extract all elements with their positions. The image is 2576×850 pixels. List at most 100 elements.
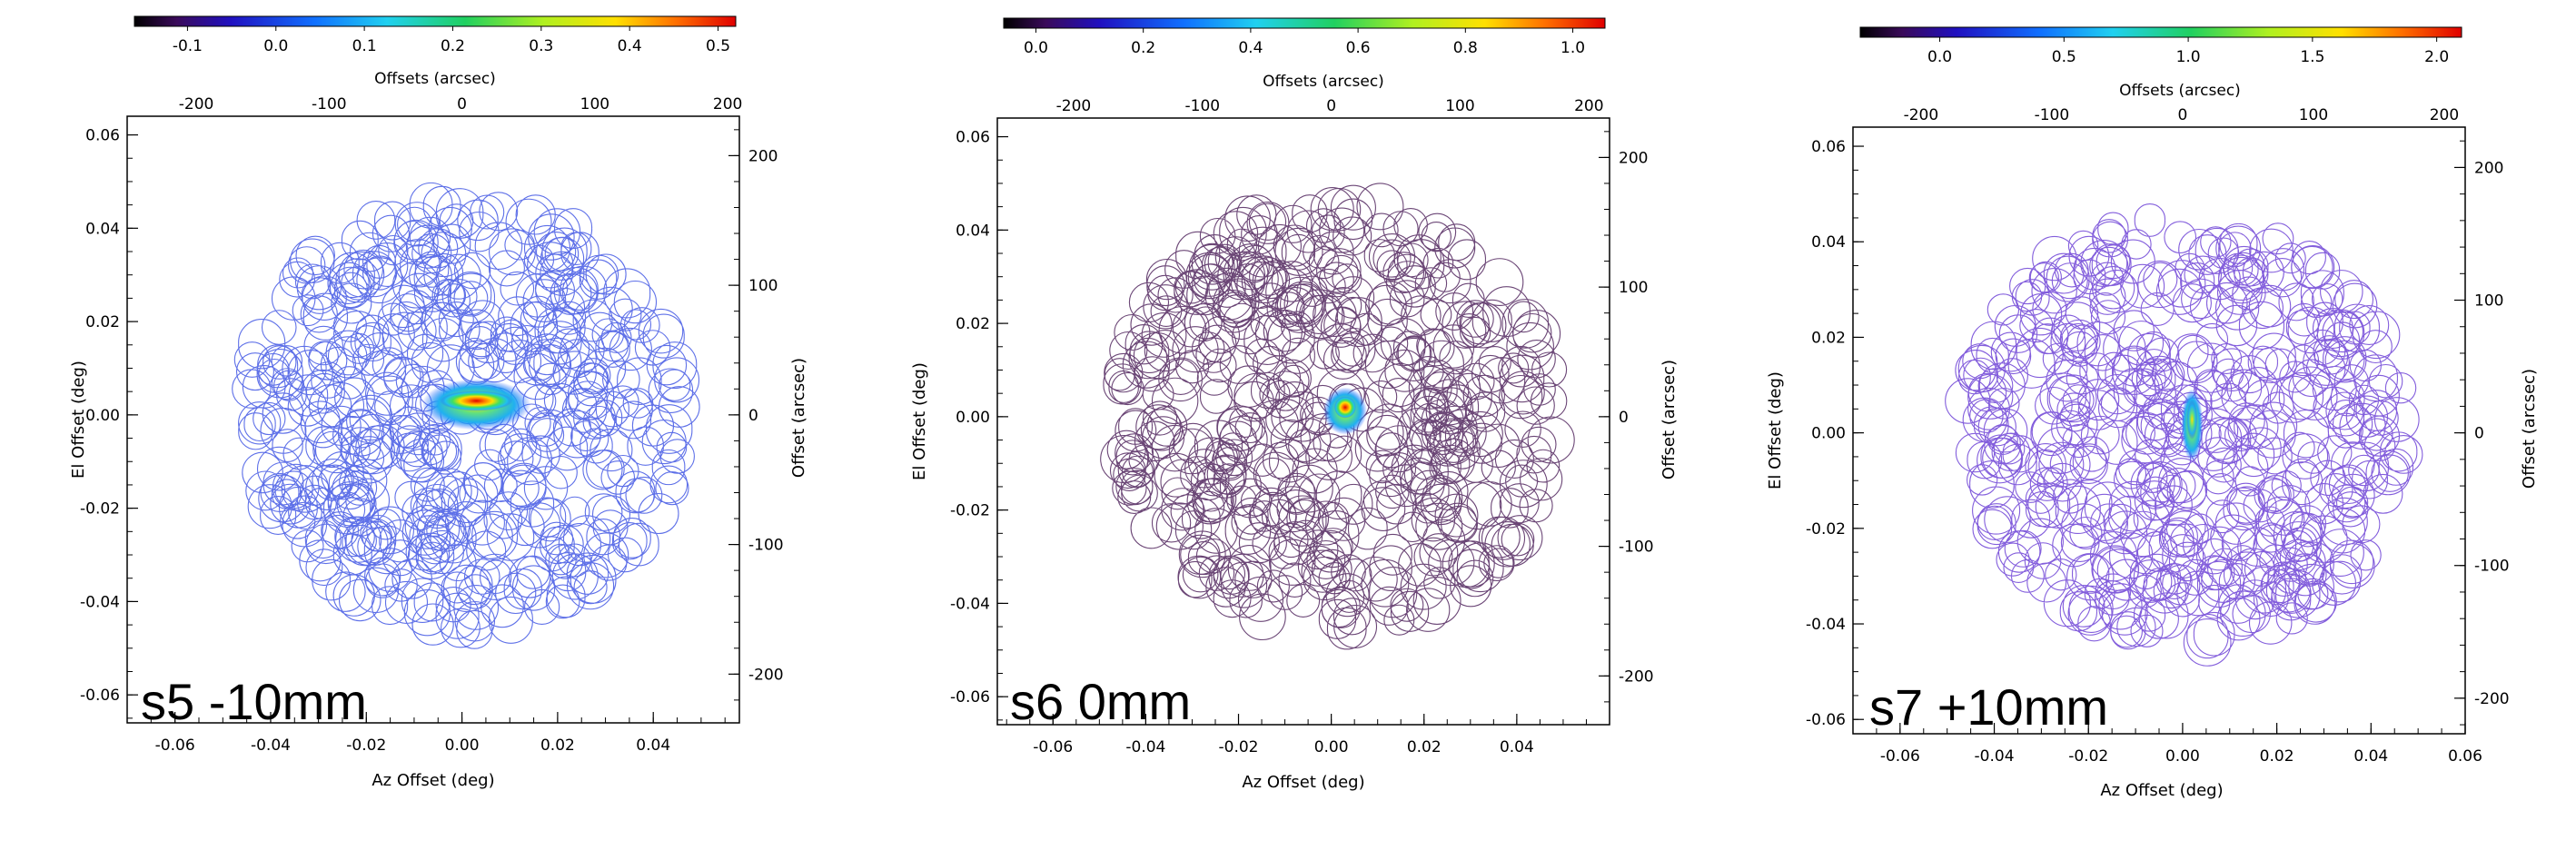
x-tick-label: 0.00 — [445, 736, 480, 755]
x-tick-label: -0.06 — [1033, 738, 1073, 756]
x-axis-label-1: Az Offset (deg) — [372, 771, 494, 790]
x-tick-label: 0.00 — [2165, 747, 2200, 766]
peak-core — [1333, 396, 1356, 419]
x-tick-label: 0.00 — [1314, 738, 1349, 756]
top-tick-label: 0 — [457, 95, 467, 114]
y-tick-label: 0.02 — [956, 315, 990, 333]
source-peak-1 — [421, 379, 531, 430]
panel-1: -0.1 0.0 0.1 0.2 0.3 0.4 0.5 Offsets (arcsec) … — [69, 15, 808, 790]
colorbar-tick-label: 0.2 — [441, 37, 465, 55]
y-tick-label: -0.06 — [1806, 711, 1846, 729]
right-tick-label: 200 — [748, 147, 778, 165]
top-tick-label: 0 — [2178, 106, 2188, 124]
top-tick-label: 100 — [2299, 106, 2328, 124]
right-tick-label: -100 — [748, 537, 784, 555]
right-ticks-3: -200 -100 0 100 200 — [2454, 140, 2510, 726]
y-axis-label-1: El Offset (deg) — [69, 361, 88, 479]
colorbar-tick-label: 0.5 — [706, 37, 730, 55]
right-axis-label-3: Offset (arcsec) — [2520, 369, 2539, 489]
y-tick-label: -0.02 — [1806, 520, 1846, 539]
colorbar-1-ticks: -0.1 0.0 0.1 0.2 0.3 0.4 0.5 — [173, 26, 730, 55]
coverage-3 — [1945, 203, 2423, 667]
panel-3: 0.0 0.5 1.0 1.5 2.0 Offsets (arcsec) -200 -10… — [1766, 26, 2539, 800]
scan-loops — [1945, 203, 2423, 667]
colorbar-tick-label: 0.0 — [1024, 39, 1048, 57]
colorbar-tick-label: 0.5 — [2052, 48, 2076, 66]
y-tick-label: 0.06 — [956, 129, 990, 147]
right-tick-label: 0 — [1619, 409, 1629, 427]
x-tick-label: 0.06 — [2448, 747, 2482, 766]
x-axis-label-2: Az Offset (deg) — [1242, 773, 1364, 792]
y-tick-label: -0.06 — [950, 688, 990, 707]
top-tick-label: -100 — [312, 95, 347, 114]
top-tick-label: 200 — [713, 95, 742, 114]
x-tick-label: -0.04 — [1125, 738, 1165, 756]
colorbar-2 — [1003, 17, 1606, 29]
y-tick-label: 0.06 — [85, 127, 120, 145]
source-peak-3 — [2181, 389, 2204, 462]
x-tick-label: 0.04 — [2353, 747, 2388, 766]
y-axis-label-2: El Offset (deg) — [910, 362, 929, 480]
panel-caption-2: s6 0mm — [1010, 673, 1191, 730]
x-ticks-2: -0.06 -0.04 -0.02 0.00 0.02 0.04 — [1006, 714, 1610, 756]
right-tick-label: -100 — [2474, 558, 2510, 576]
top-tick-label: -100 — [1185, 97, 1221, 115]
y-tick-label: 0.00 — [1811, 425, 1846, 443]
x-tick-label: 0.04 — [1500, 738, 1534, 756]
right-tick-label: 0 — [2474, 425, 2484, 443]
colorbar-tick-label: 1.0 — [2176, 48, 2201, 66]
colorbar-tick-label: 0.4 — [618, 37, 642, 55]
right-axis-label-2: Offset (arcsec) — [1660, 360, 1679, 479]
colorbar-tick-label: 0.0 — [1927, 48, 1952, 66]
coverage-2 — [1100, 183, 1575, 650]
y-tick-label: 0.06 — [1811, 138, 1846, 156]
x-tick-label: -0.06 — [155, 736, 195, 755]
colorbar-tick-label: 0.1 — [352, 37, 377, 55]
y-tick-label: 0.02 — [1811, 329, 1846, 347]
top-tick-label: -200 — [179, 95, 214, 114]
right-tick-label: -200 — [2474, 690, 2510, 708]
x-axis-label-3: Az Offset (deg) — [2100, 781, 2223, 800]
right-tick-label: 100 — [1619, 279, 1648, 297]
colorbar-3-ticks: 0.0 0.5 1.0 1.5 2.0 — [1927, 37, 2449, 66]
colorbar-tick-label: -0.1 — [173, 37, 203, 55]
scan-loops — [1100, 183, 1575, 650]
x-tick-label: -0.04 — [251, 736, 291, 755]
x-ticks-1: -0.06 -0.04 -0.02 0.00 0.02 0.04 — [126, 712, 726, 755]
top-tick-label: -200 — [1056, 97, 1092, 115]
colorbar-3 — [1859, 26, 2462, 38]
y-axis-label-3: El Offset (deg) — [1766, 371, 1785, 489]
right-tick-label: 100 — [2474, 292, 2503, 311]
colorbar-tick-label: 0.8 — [1453, 39, 1478, 57]
y-tick-label: -0.02 — [80, 500, 120, 519]
coverage-1 — [232, 182, 700, 649]
y-ticks-2: -0.06 -0.04 -0.02 0.00 0.02 0.04 0.06 — [950, 129, 1008, 721]
top-ticks-3: -200 -100 0 100 200 — [1868, 106, 2459, 138]
panel-2: 0.0 0.2 0.4 0.6 0.8 1.0 Offsets (arcsec) -200… — [910, 17, 1679, 792]
y-ticks-1: -0.06 -0.04 -0.02 0.00 0.02 0.04 0.06 — [80, 127, 138, 719]
y-tick-label: -0.04 — [80, 593, 120, 611]
x-tick-label: -0.02 — [2068, 747, 2108, 766]
top-tick-label: 100 — [1445, 97, 1474, 115]
y-ticks-3: -0.06 -0.04 -0.02 0.00 0.02 0.04 0.06 — [1806, 138, 1864, 729]
x-tick-label: -0.04 — [1975, 747, 2015, 766]
top-axis-label-3: Offsets (arcsec) — [2119, 82, 2241, 100]
y-tick-label: 0.04 — [85, 220, 120, 238]
panel-caption-3: s7 +10mm — [1869, 678, 2108, 736]
colorbar-tick-label: 0.0 — [263, 37, 288, 55]
top-tick-label: -200 — [1904, 106, 1939, 124]
colorbar-2-ticks: 0.0 0.2 0.4 0.6 0.8 1.0 — [1024, 28, 1585, 57]
colorbar-tick-label: 1.0 — [1560, 39, 1585, 57]
x-tick-label: 0.02 — [1407, 738, 1442, 756]
right-tick-label: -200 — [1619, 667, 1654, 686]
y-tick-label: 0.04 — [956, 222, 990, 240]
right-tick-label: -100 — [1619, 539, 1654, 557]
right-tick-label: 200 — [1619, 149, 1648, 167]
plot-frame-2 — [996, 117, 1610, 726]
colorbar-tick-label: 2.0 — [2424, 48, 2449, 66]
top-tick-label: -100 — [2035, 106, 2070, 124]
y-tick-label: -0.06 — [80, 687, 120, 705]
x-tick-label: -0.02 — [1219, 738, 1259, 756]
x-ticks-3: -0.06 -0.04 -0.02 0.00 0.02 0.04 0.06 — [1852, 723, 2482, 766]
